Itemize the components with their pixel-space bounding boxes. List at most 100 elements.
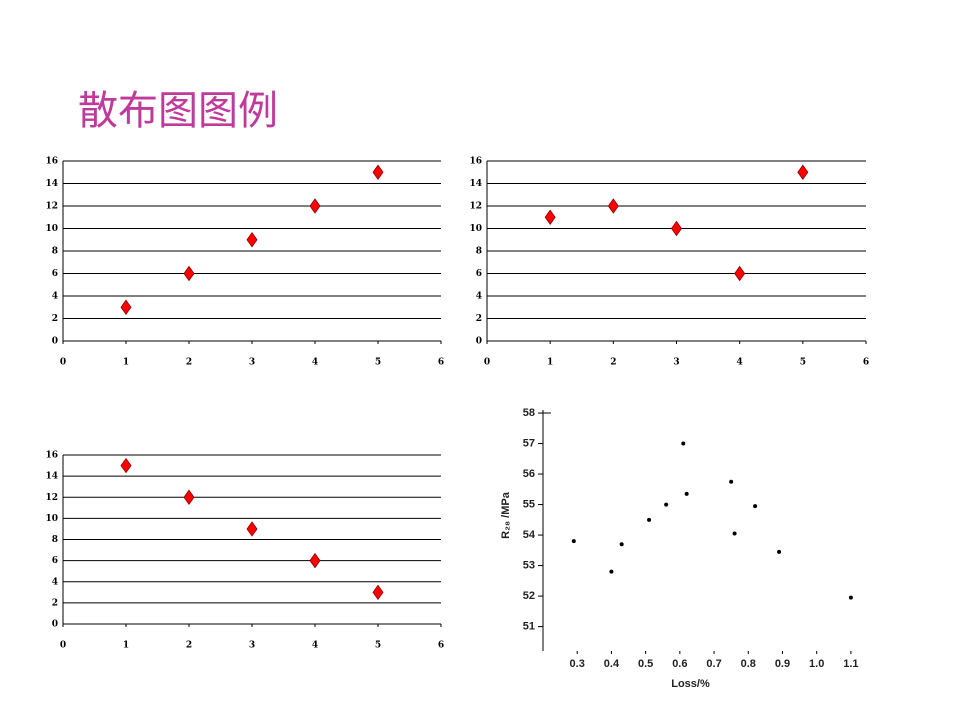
y-tick-label: 2 bbox=[52, 314, 58, 324]
y-tick-label: 10 bbox=[45, 224, 58, 234]
x-tick-label: 0 bbox=[60, 641, 66, 651]
y-tick-label: 53 bbox=[523, 559, 535, 571]
point bbox=[120, 299, 132, 315]
x-tick-label: 1.0 bbox=[809, 658, 824, 670]
point bbox=[183, 489, 195, 505]
y-tick-label: 8 bbox=[52, 535, 58, 545]
point bbox=[753, 504, 758, 509]
x-tick-label: 6 bbox=[863, 358, 869, 368]
point bbox=[732, 531, 737, 536]
y-tick-label: 2 bbox=[52, 598, 58, 608]
point bbox=[183, 265, 195, 282]
point bbox=[120, 457, 132, 474]
point bbox=[684, 491, 689, 496]
y-tick-label: 2 bbox=[476, 314, 482, 324]
y-tick-label: 54 bbox=[523, 529, 536, 541]
point bbox=[372, 164, 384, 180]
x-tick-label: 2 bbox=[610, 358, 616, 368]
y-tick-label: 10 bbox=[45, 514, 58, 524]
x-tick-label: 3 bbox=[673, 358, 679, 368]
y-tick-label: 14 bbox=[469, 179, 482, 189]
point bbox=[544, 209, 556, 225]
point bbox=[797, 164, 809, 180]
point bbox=[571, 539, 576, 544]
y-tick-label: 16 bbox=[45, 451, 58, 461]
y-tick-label: 57 bbox=[523, 437, 535, 449]
y-tick-label: 55 bbox=[523, 498, 535, 510]
y-tick-label: 12 bbox=[469, 202, 482, 212]
x-tick-label: 0.6 bbox=[672, 658, 687, 670]
x-tick-label: 3 bbox=[249, 641, 255, 651]
x-tick-label: 0 bbox=[484, 358, 490, 368]
point bbox=[681, 441, 686, 446]
point bbox=[619, 542, 624, 547]
point bbox=[734, 265, 746, 282]
x-tick-label: 0.5 bbox=[638, 658, 653, 670]
point bbox=[848, 595, 853, 600]
y-tick-label: 8 bbox=[476, 247, 482, 257]
x-axis-label: Loss/% bbox=[671, 678, 710, 690]
point bbox=[777, 549, 782, 554]
x-tick-label: 1 bbox=[123, 641, 129, 651]
y-tick-label: 12 bbox=[45, 202, 58, 212]
y-tick-label: 4 bbox=[476, 292, 482, 302]
y-axis-label: R₂₈ /MPa bbox=[500, 491, 512, 539]
y-tick-label: 0 bbox=[52, 337, 58, 347]
x-tick-label: 0.9 bbox=[775, 658, 790, 670]
x-tick-label: 4 bbox=[312, 358, 318, 368]
x-tick-label: 5 bbox=[800, 358, 806, 368]
x-tick-label: 2 bbox=[186, 358, 192, 368]
x-tick-label: 5 bbox=[375, 641, 381, 651]
y-tick-label: 10 bbox=[469, 224, 482, 234]
point bbox=[309, 198, 321, 214]
x-tick-label: 3 bbox=[249, 358, 255, 368]
y-tick-label: 8 bbox=[52, 247, 58, 257]
x-tick-label: 1 bbox=[123, 358, 129, 368]
y-tick-label: 14 bbox=[45, 179, 58, 189]
y-tick-label: 52 bbox=[523, 590, 535, 602]
y-tick-label: 6 bbox=[476, 269, 482, 279]
x-tick-label: 1 bbox=[547, 358, 553, 368]
x-tick-label: 0.4 bbox=[604, 658, 620, 670]
y-tick-label: 4 bbox=[52, 577, 58, 587]
point bbox=[309, 552, 321, 569]
x-tick-label: 6 bbox=[438, 641, 444, 651]
x-tick-label: 0 bbox=[60, 358, 66, 368]
x-tick-label: 0.3 bbox=[570, 658, 585, 670]
point bbox=[664, 502, 669, 507]
x-tick-label: 0.7 bbox=[706, 658, 721, 670]
point bbox=[607, 198, 619, 214]
y-tick-label: 56 bbox=[523, 468, 535, 480]
x-tick-label: 4 bbox=[312, 641, 318, 651]
x-tick-label: 5 bbox=[375, 358, 381, 368]
y-tick-label: 16 bbox=[469, 157, 482, 167]
x-tick-label: 0.8 bbox=[741, 658, 756, 670]
y-tick-label: 0 bbox=[52, 620, 58, 630]
point bbox=[729, 479, 734, 484]
point bbox=[372, 584, 384, 601]
y-tick-label: 14 bbox=[45, 472, 58, 482]
y-tick-label: 51 bbox=[523, 621, 535, 633]
x-tick-label: 6 bbox=[438, 358, 444, 368]
x-tick-label: 1.1 bbox=[843, 658, 858, 670]
x-tick-label: 2 bbox=[186, 641, 192, 651]
y-tick-label: 16 bbox=[45, 157, 58, 167]
point bbox=[246, 232, 258, 248]
y-tick-label: 4 bbox=[52, 292, 58, 302]
y-tick-label: 58 bbox=[523, 407, 535, 419]
y-tick-label: 6 bbox=[52, 269, 58, 279]
x-tick-label: 4 bbox=[737, 358, 743, 368]
y-tick-label: 0 bbox=[476, 337, 482, 347]
point bbox=[647, 517, 652, 522]
point bbox=[609, 569, 614, 574]
point bbox=[246, 521, 258, 537]
slide-title: 散布图图例 bbox=[78, 88, 278, 134]
scatter-chart: 51 52 53 54 55 56 57 58 0.3 0.4 0.5 0.6 0.7 0.8 0.9 1.0… bbox=[500, 407, 859, 690]
y-tick-label: 12 bbox=[45, 493, 58, 503]
point bbox=[671, 220, 682, 237]
